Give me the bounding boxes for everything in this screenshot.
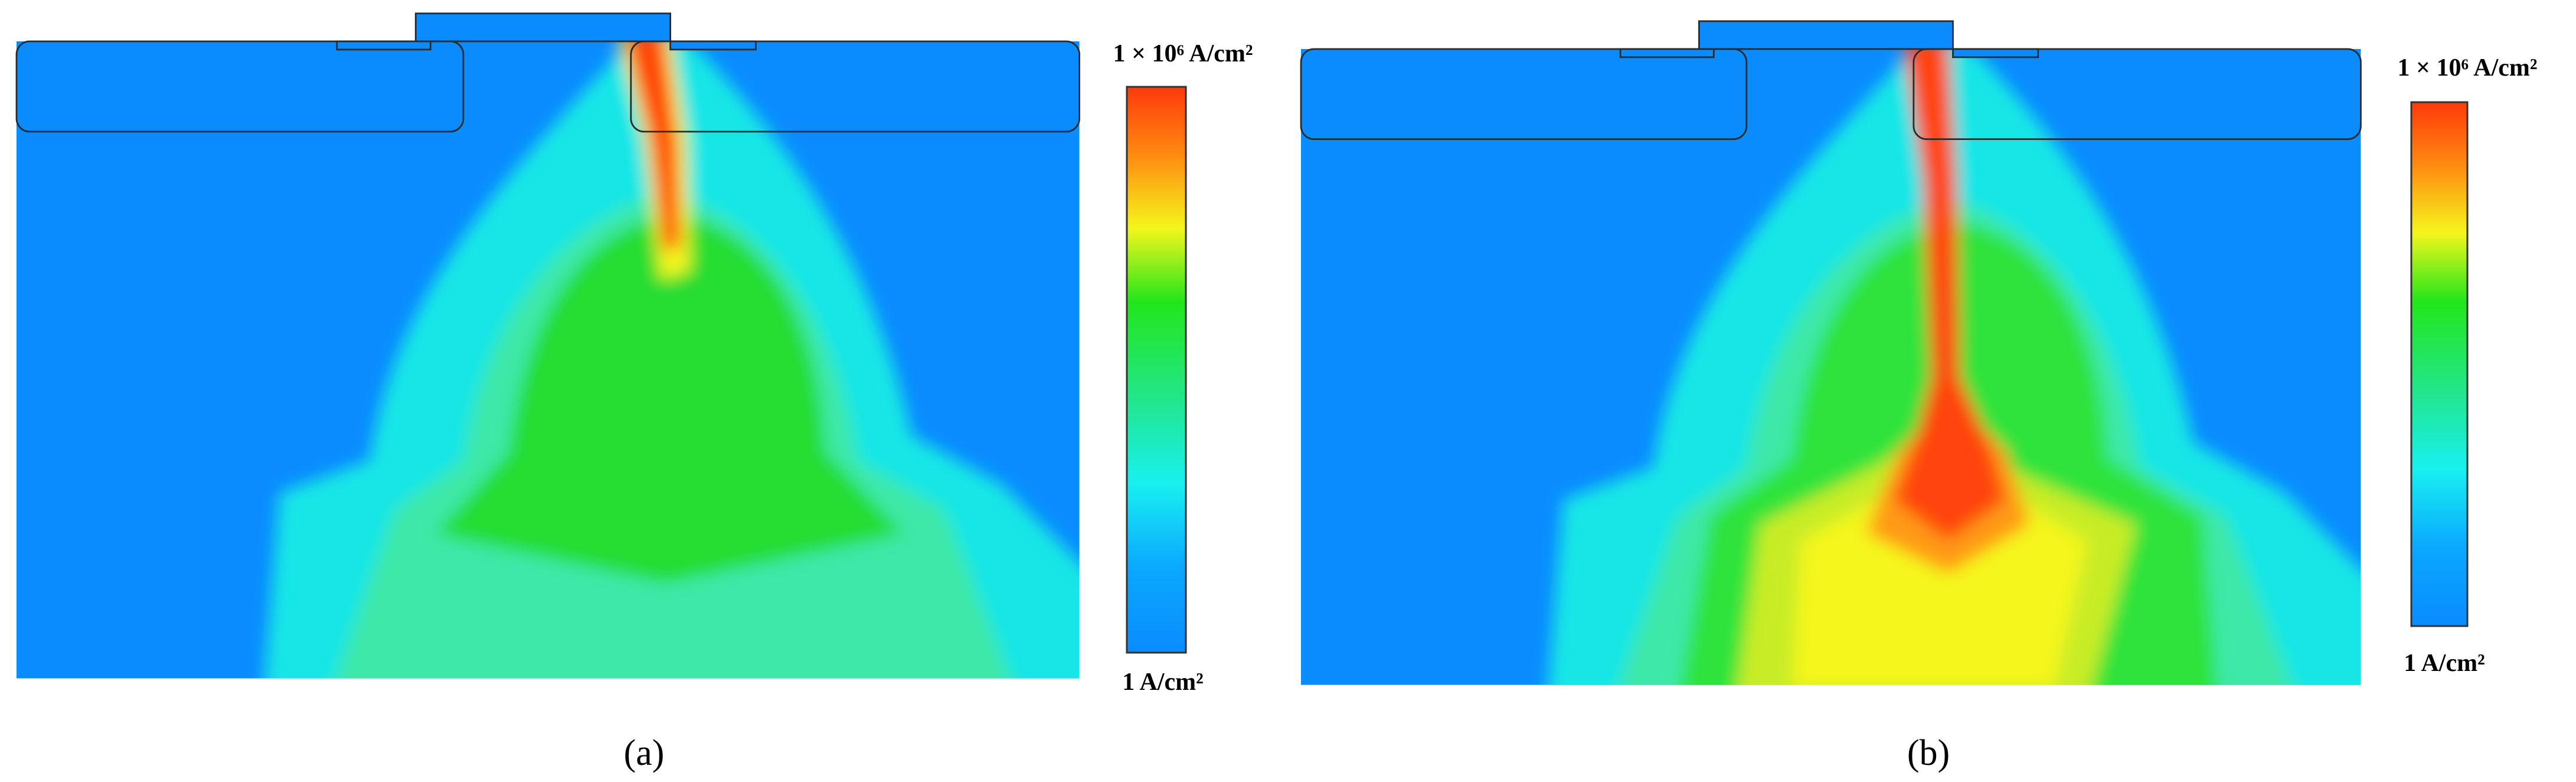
electrode-outline [15, 40, 465, 133]
colorbar-max-label: 1 × 10⁶ A/cm² [1113, 40, 1253, 67]
electrode-outline [630, 40, 1080, 133]
current-filament [626, 41, 681, 252]
electrode-outline [1300, 48, 1748, 141]
simulation-panel [15, 12, 1080, 679]
colorbar-max-label: 1 × 10⁶ A/cm² [2398, 54, 2538, 82]
contact-pad [669, 40, 757, 51]
panel-label: (b) [1907, 733, 1950, 773]
colorbar-min-label: 1 A/cm² [2404, 650, 2485, 677]
current-density-map [17, 41, 1080, 679]
electrode-outline [1913, 48, 2362, 141]
top-contact [414, 12, 672, 43]
field-layers [1548, 49, 2361, 685]
panel-label: (a) [624, 733, 665, 773]
contact-pad [1619, 48, 1715, 58]
simulation-panel [1300, 20, 2362, 685]
colorbar-min-label: 1 A/cm² [1122, 669, 1203, 696]
field-layers [264, 41, 1080, 679]
top-contact [1698, 20, 1954, 50]
contact-pad [1952, 48, 2039, 58]
colorbar [1126, 86, 1187, 654]
current-density-map [1301, 49, 2361, 685]
field-region [435, 215, 904, 584]
contact-pad [336, 40, 431, 51]
colorbar [2410, 101, 2469, 627]
current-filament [1894, 49, 2006, 541]
